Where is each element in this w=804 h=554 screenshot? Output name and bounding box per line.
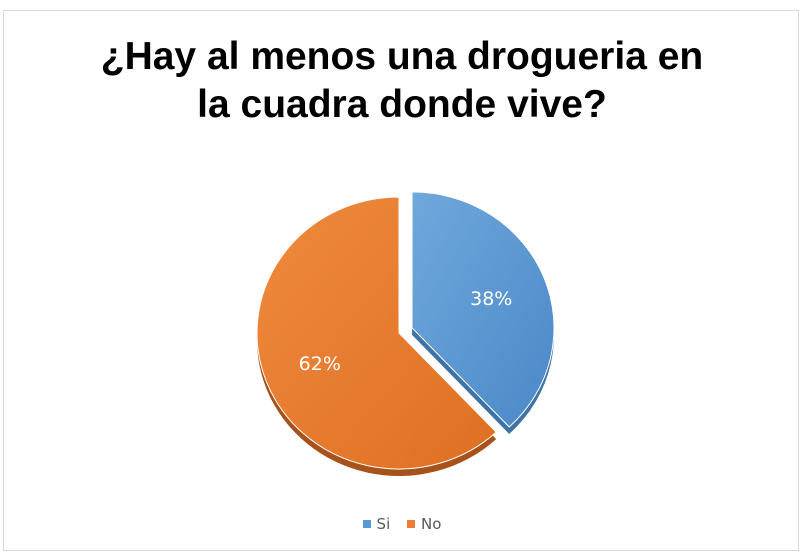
chart-title: ¿Hay al menos una drogueria en la cuadra… — [4, 33, 800, 129]
legend-label-no: No — [421, 515, 442, 533]
chart-title-line-1: ¿Hay al menos una drogueria en — [100, 35, 704, 78]
legend-item-si: Si — [362, 515, 391, 533]
slice-no — [256, 196, 497, 470]
pie-slices: 38% 62% — [256, 191, 555, 476]
slice-si — [411, 191, 555, 428]
chart-title-line-2: la cuadra donde vive? — [197, 83, 607, 126]
pie-chart: 38% 62% — [256, 191, 555, 476]
legend-label-si: Si — [376, 515, 391, 533]
data-label-si: 38% — [470, 288, 512, 310]
legend-swatch-si — [362, 520, 371, 528]
data-label-no: 62% — [299, 353, 341, 375]
legend-swatch-no — [407, 520, 416, 528]
legend-item-no: No — [407, 515, 441, 533]
chart-frame: ¿Hay al menos una drogueria en la cuadra… — [3, 10, 799, 551]
legend: Si No — [4, 514, 800, 533]
